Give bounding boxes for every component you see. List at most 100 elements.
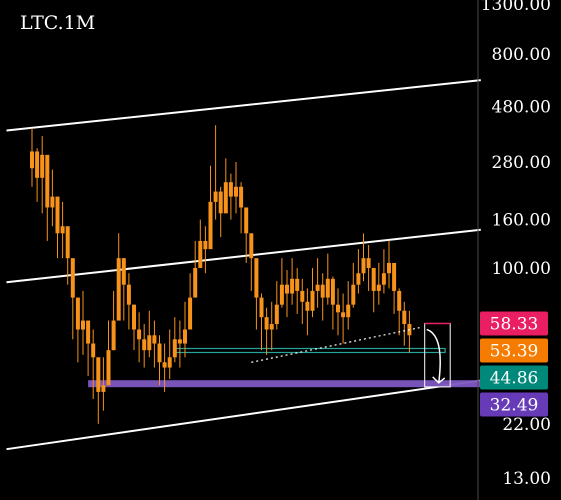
candle-body [300,290,305,302]
price-tick-label: 160.00 [492,211,551,231]
candle-body [177,339,182,344]
candle-body [315,284,320,291]
price-tick-label: 22.00 [502,415,551,435]
price-badge-label: 58.33 [490,314,539,334]
candle-body [239,186,244,208]
price-badge [480,338,548,363]
candle-body [290,278,295,294]
support-zone-1 [88,380,481,388]
candle-body [81,320,85,330]
price-badge-label: 32.49 [490,395,539,415]
candle-body [325,278,330,298]
candle-body [86,320,91,344]
price-tick-label: 480.00 [492,97,551,117]
candle-body [193,267,198,298]
arrow-head-icon [432,376,446,384]
channel-line-0 [6,79,481,132]
candle-body [50,196,55,208]
candle-body [397,290,402,311]
candle-body [111,320,116,351]
candle-body [126,284,131,305]
candle-body [295,278,300,291]
price-tick-label: 280.00 [492,153,551,173]
candle-body [254,258,259,298]
candlestick-series [30,125,412,424]
candle-body [402,310,407,325]
dotted-trendline [251,327,420,363]
candle-body [147,335,152,351]
price-tick-label: 1300.00 [481,0,551,15]
candle-body [55,196,60,234]
candle-body [121,258,126,285]
candle-body [356,273,361,285]
candle-body [137,329,142,340]
candle-body [60,226,65,234]
candle-body [45,154,50,208]
candle-body [381,273,386,285]
candle-body [228,182,233,197]
price-tick-label: 800.00 [492,45,551,65]
candle-body [157,343,162,363]
candle-body [259,297,264,318]
candle-body [351,284,356,305]
candle-body [223,182,228,214]
candle-body [40,154,45,178]
candle-body [208,201,213,250]
candle-body [330,278,335,305]
candle-body [264,317,269,330]
channel-line-1 [6,228,481,284]
candle-body [203,240,208,250]
candle-body [30,151,34,169]
price-badge [480,311,548,336]
candle-body [376,284,381,291]
candle-body [341,312,346,318]
chart-title: LTC.1M [20,12,95,34]
candle-body [183,329,187,344]
price-badges: 58.33 53.39 44.86 32.49 [480,311,548,417]
price-tick-label: 13.00 [502,469,551,489]
candle-body [387,262,391,274]
candle-body [172,339,177,358]
candle-body [274,304,279,325]
candle-body [106,350,111,386]
candle-body [279,284,284,305]
candle-body [198,240,203,268]
candle-body [392,262,397,291]
candle-body [70,258,75,298]
candle-body [96,357,101,392]
candle-body [320,284,325,298]
candle-body [305,301,310,311]
price-badge-label: 53.39 [490,341,539,361]
candle-body [366,258,371,268]
candle-body [346,304,351,318]
candle-body [91,343,96,358]
price-tick-label: 100.00 [492,259,551,279]
candle-body [162,362,167,368]
candle-body [234,186,238,197]
candle-body [218,191,223,214]
price-badge [480,392,548,417]
candle-body [310,290,315,311]
candle-body [132,304,136,330]
candle-body [101,385,106,392]
candle-body [285,284,289,294]
candle-body [167,357,172,368]
annotations [251,322,451,388]
candle-body [142,339,147,351]
candle-body [361,258,366,274]
candle-body [336,304,340,313]
candle-body [371,267,376,291]
candle-body [188,297,193,330]
channel-line-2 [6,379,481,451]
candle-body [116,258,121,321]
candle-body [249,233,254,259]
price-badge-label: 44.86 [490,368,539,388]
candle-body [244,207,249,234]
projection-arrow [426,328,441,383]
candle-body [213,191,218,202]
candle-body [75,297,80,330]
candle-body [269,324,274,330]
price-axis[interactable]: 1300.00 800.00 480.00 280.00 160.00 100.00 22.… [481,0,551,489]
price-badge [480,365,548,390]
